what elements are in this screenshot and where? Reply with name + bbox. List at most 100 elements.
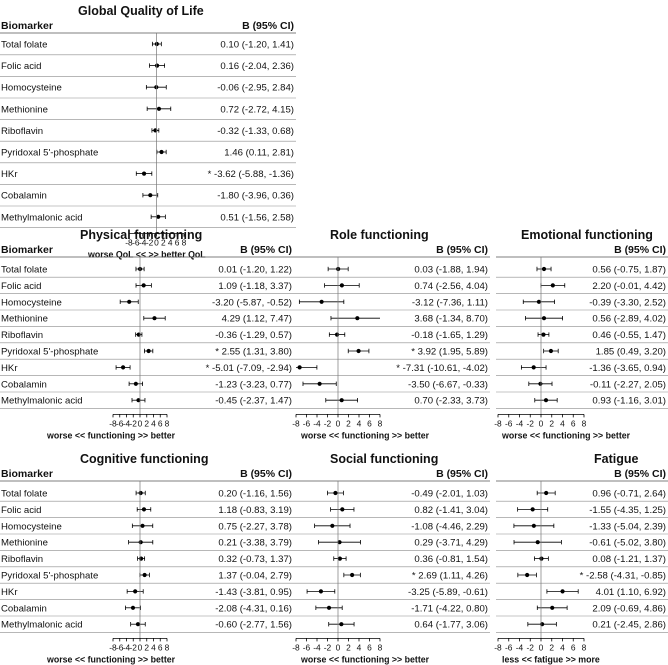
point-estimate — [535, 540, 540, 545]
estimate-label: -1.71 (-4.22, 0.80) — [411, 603, 488, 614]
point-estimate — [536, 299, 542, 304]
x-tick-label: -4 — [139, 238, 147, 248]
estimate-label: 1.18 (-0.83, 3.19) — [218, 505, 292, 516]
panel-title: Cognitive functioning — [80, 452, 208, 466]
x-tick-label: -2 — [130, 418, 138, 428]
biomarker-label: Cobalamin — [1, 191, 47, 202]
point-estimate — [550, 605, 555, 610]
x-tick-label: 4 — [560, 418, 565, 428]
point-estimate — [525, 572, 530, 578]
estimate-label: 0.20 (-1.16, 1.56) — [218, 489, 292, 500]
estimate-label: -0.11 (-2.27, 2.05) — [590, 379, 666, 390]
estimate-label: -1.80 (-3.96, 0.36) — [217, 191, 294, 202]
x-tick-label: 4 — [151, 418, 156, 428]
x-tick-label: 6 — [571, 418, 576, 428]
biomarker-label: Riboflavin — [1, 126, 43, 137]
x-tick-label: 2 — [346, 418, 351, 428]
biomarker-label: Methionine — [1, 314, 48, 325]
point-estimate — [337, 556, 342, 561]
forest-panel: Social functioning B (95% CI) -0.49 (-2.01… — [292, 452, 490, 664]
estimate-label: -1.33 (-5.04, 2.39) — [589, 521, 666, 532]
point-estimate — [326, 605, 332, 610]
estimate-label: -0.39 (-3.30, 2.52) — [589, 297, 666, 308]
estimate-label: -0.60 (-2.77, 1.56) — [215, 620, 292, 631]
biomarker-label: Total folate — [1, 265, 47, 276]
x-tick-label: -6 — [303, 642, 311, 652]
estimate-label: 0.75 (-2.27, 3.78) — [218, 521, 292, 532]
x-tick-label: -2 — [324, 418, 332, 428]
x-tick-label: -6 — [505, 642, 513, 652]
point-estimate — [136, 398, 141, 403]
estimate-label: -3.20 (-5.87, -0.52) — [212, 297, 292, 308]
estimate-label: -0.49 (-2.01, 1.03) — [411, 489, 488, 500]
x-tick-label: 4 — [151, 642, 156, 652]
point-estimate — [333, 490, 338, 496]
panel-title: Fatigue — [594, 452, 638, 466]
x-tick-label: 4 — [357, 418, 362, 428]
biomarker-label: Riboflavin — [1, 554, 43, 565]
point-estimate — [337, 540, 342, 545]
estimate-label: 0.96 (-0.71, 2.64) — [592, 489, 666, 500]
axis-direction-caption: worse << functioning >> better — [300, 430, 430, 440]
estimate-label: -0.61 (-5.02, 3.80) — [589, 538, 666, 549]
estimate-label: 0.82 (-1.41, 3.04) — [414, 505, 488, 516]
biomarker-label: Methylmalonic acid — [1, 396, 83, 407]
x-tick-label: -8 — [125, 238, 133, 248]
x-tick-label: -8 — [109, 642, 117, 652]
estimate-label: 1.85 (0.49, 3.20) — [596, 347, 666, 358]
estimate-label: 0.32 (-0.73, 1.37) — [218, 554, 292, 565]
x-tick-label: 4 — [357, 642, 362, 652]
x-tick-label: -8 — [292, 418, 300, 428]
estimate-label: 0.21 (-3.38, 3.79) — [218, 538, 292, 549]
biomarker-label: Cobalamin — [1, 379, 47, 390]
x-tick-label: -6 — [505, 418, 513, 428]
forest-panel: Emotional functioning B (95% CI) 0.56 (-0.… — [494, 228, 668, 440]
forest-panel: Physical functioning Biomarker B (95% CI) T… — [0, 228, 294, 440]
point-estimate — [339, 398, 344, 403]
biomarker-label: Folic acid — [1, 505, 42, 516]
point-estimate — [135, 622, 141, 627]
x-tick-label: -6 — [116, 642, 124, 652]
x-tick-label: -6 — [116, 418, 124, 428]
estimate-label: 1.09 (-1.18, 3.37) — [218, 281, 292, 292]
x-tick-label: 4 — [168, 238, 173, 248]
point-estimate — [318, 589, 324, 594]
x-tick-label: 6 — [367, 642, 372, 652]
x-tick-label: -4 — [123, 642, 131, 652]
point-estimate — [355, 316, 360, 321]
estimate-label: 4.29 (1.12, 7.47) — [222, 314, 292, 325]
x-tick-label: -4 — [516, 418, 524, 428]
estimate-label: -0.06 (-2.95, 2.84) — [217, 83, 294, 94]
biomarker-column-header: Biomarker — [1, 20, 53, 32]
estimate-label: 0.64 (-1.77, 3.06) — [414, 620, 488, 631]
point-estimate — [531, 365, 536, 370]
estimate-label: 3.68 (-1.34, 8.70) — [414, 314, 488, 325]
point-estimate — [297, 365, 302, 370]
estimate-label: -1.36 (-3.65, 0.94) — [589, 363, 666, 374]
estimate-label: * 2.55 (1.31, 3.80) — [215, 347, 292, 358]
x-tick-label: -2 — [527, 418, 535, 428]
estimate-column-header: B (95% CI) — [614, 244, 666, 256]
x-tick-label: 8 — [582, 418, 587, 428]
x-tick-label: 8 — [582, 642, 587, 652]
x-tick-label: 6 — [158, 642, 163, 652]
x-tick-label: -4 — [516, 642, 524, 652]
point-estimate — [538, 381, 543, 386]
x-tick-label: 8 — [378, 418, 383, 428]
point-estimate — [130, 605, 136, 610]
x-tick-label: 2 — [161, 238, 166, 248]
biomarker-label: HKr — [1, 363, 18, 374]
estimate-label: 0.74 (-2.56, 4.04) — [414, 281, 488, 292]
estimate-label: 0.16 (-2.04, 2.36) — [220, 61, 294, 72]
x-tick-label: 0 — [154, 238, 159, 248]
x-tick-label: 8 — [165, 418, 170, 428]
point-estimate — [141, 283, 146, 288]
point-estimate — [541, 332, 546, 337]
point-estimate — [140, 523, 145, 528]
biomarker-label: Methylmalonic acid — [1, 212, 83, 223]
estimate-column-header: B (95% CI) — [242, 20, 294, 32]
point-estimate — [319, 299, 324, 304]
estimate-label: 0.56 (-0.75, 1.87) — [592, 265, 666, 276]
biomarker-label: Pyridoxal 5'-phosphate — [1, 347, 98, 358]
x-tick-label: 0 — [138, 418, 143, 428]
